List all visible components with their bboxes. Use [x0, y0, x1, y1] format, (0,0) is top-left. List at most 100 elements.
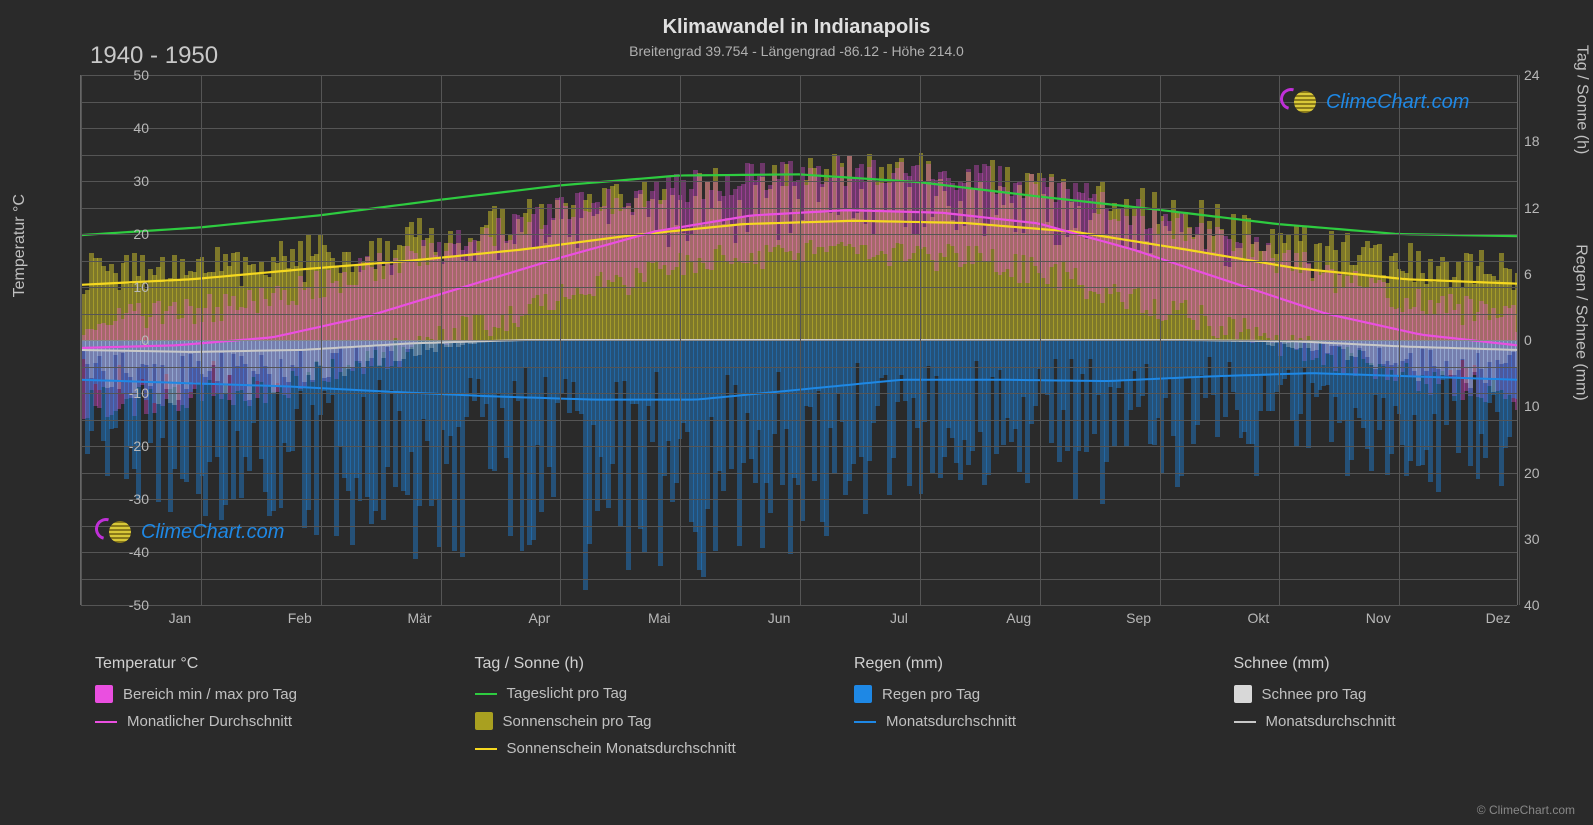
gridline-horizontal [81, 314, 1517, 315]
y-tick-right-hours: 24 [1524, 67, 1540, 83]
y-tick-right-mm: 40 [1524, 597, 1540, 613]
x-tick-month: Mai [648, 610, 671, 626]
gridline-vertical [560, 75, 561, 605]
gridline-horizontal [81, 526, 1517, 527]
legend-swatch-icon [95, 685, 113, 703]
legend-line-icon [854, 721, 876, 723]
brand-logo-icon [1280, 88, 1320, 116]
gridline-horizontal [81, 234, 1517, 235]
legend-label: Monatsdurchschnitt [1266, 713, 1396, 730]
gridline-horizontal [81, 605, 1517, 606]
legend-area: Temperatur °C Bereich min / max pro Tag Mo… [95, 655, 1553, 767]
legend-line-icon [475, 693, 497, 695]
legend-item: Monatlicher Durchschnitt [95, 713, 415, 730]
y-tick-right-mm: 10 [1524, 398, 1540, 414]
gridline-horizontal [81, 155, 1517, 156]
gridline-vertical [800, 75, 801, 605]
gridline-vertical [321, 75, 322, 605]
gridline-vertical [1279, 75, 1280, 605]
legend-heading: Schnee (mm) [1234, 655, 1554, 673]
chart-title: Klimawandel in Indianapolis [0, 16, 1593, 39]
legend-item: Monatsdurchschnitt [854, 713, 1174, 730]
y-tick-right-hours: 0 [1524, 332, 1532, 348]
y-tick-right-hours: 6 [1524, 266, 1532, 282]
gridline-horizontal [81, 473, 1517, 474]
y-axis-right-bottom-label: Regen / Schnee (mm) [1572, 244, 1590, 401]
y-tick-right-hours: 12 [1524, 200, 1540, 216]
legend-line-icon [95, 721, 117, 723]
legend-label: Tageslicht pro Tag [507, 685, 628, 702]
y-tick-left: 20 [89, 226, 149, 242]
gridline-horizontal [81, 287, 1517, 288]
brand-logo-icon [95, 518, 135, 546]
gridline-vertical [1519, 75, 1520, 605]
gridline-vertical [81, 75, 82, 605]
legend-label: Sonnenschein Monatsdurchschnitt [507, 740, 736, 757]
legend-line-icon [1234, 721, 1256, 723]
gridline-horizontal [81, 446, 1517, 447]
x-tick-month: Jun [768, 610, 791, 626]
legend-label: Sonnenschein pro Tag [503, 713, 652, 730]
x-tick-month: Okt [1248, 610, 1270, 626]
gridline-horizontal [81, 128, 1517, 129]
legend-heading: Temperatur °C [95, 655, 415, 673]
gridline-vertical [680, 75, 681, 605]
y-tick-left: -30 [89, 491, 149, 507]
gridline-horizontal [81, 208, 1517, 209]
x-tick-month: Dez [1486, 610, 1511, 626]
gridline-horizontal [81, 261, 1517, 262]
brand-watermark: ClimeChart.com [1280, 88, 1469, 116]
legend-item: Sonnenschein pro Tag [475, 712, 795, 730]
x-tick-month: Mär [408, 610, 432, 626]
y-tick-left: 0 [89, 332, 149, 348]
plot-area [80, 75, 1518, 605]
y-tick-left: -10 [89, 385, 149, 401]
y-tick-left: -40 [89, 544, 149, 560]
y-tick-left: -20 [89, 438, 149, 454]
legend-item: Regen pro Tag [854, 685, 1174, 703]
y-axis-right-top-label: Tag / Sonne (h) [1572, 45, 1590, 154]
gridline-vertical [1040, 75, 1041, 605]
legend-label: Bereich min / max pro Tag [123, 686, 297, 703]
legend-swatch-icon [854, 685, 872, 703]
legend-item: Sonnenschein Monatsdurchschnitt [475, 740, 795, 757]
y-tick-left: 40 [89, 120, 149, 136]
legend-item: Schnee pro Tag [1234, 685, 1554, 703]
gridline-horizontal [81, 393, 1517, 394]
x-tick-month: Sep [1126, 610, 1151, 626]
y-tick-left: -50 [89, 597, 149, 613]
brand-text: ClimeChart.com [1326, 91, 1469, 114]
legend-item: Monatsdurchschnitt [1234, 713, 1554, 730]
x-tick-month: Nov [1366, 610, 1391, 626]
gridline-horizontal [81, 579, 1517, 580]
legend-group: Tag / Sonne (h) Tageslicht pro Tag Sonnens… [475, 655, 795, 767]
period-label: 1940 - 1950 [90, 42, 218, 70]
y-tick-right-mm: 20 [1524, 465, 1540, 481]
gridline-horizontal [81, 75, 1517, 76]
legend-swatch-icon [1234, 685, 1252, 703]
y-tick-right-mm: 30 [1524, 531, 1540, 547]
brand-text: ClimeChart.com [141, 521, 284, 544]
legend-label: Monatlicher Durchschnitt [127, 713, 292, 730]
legend-heading: Regen (mm) [854, 655, 1174, 673]
gridline-horizontal [81, 420, 1517, 421]
legend-item: Bereich min / max pro Tag [95, 685, 415, 703]
gridline-horizontal [81, 552, 1517, 553]
copyright-text: © ClimeChart.com [1477, 803, 1575, 817]
legend-group: Schnee (mm) Schnee pro Tag Monatsdurchschn… [1234, 655, 1554, 767]
y-tick-left: 50 [89, 67, 149, 83]
legend-label: Regen pro Tag [882, 686, 980, 703]
legend-item: Tageslicht pro Tag [475, 685, 795, 702]
gridline-horizontal [81, 340, 1517, 341]
title-area: Klimawandel in Indianapolis Breitengrad … [0, 0, 1593, 59]
legend-label: Schnee pro Tag [1262, 686, 1367, 703]
x-tick-month: Feb [288, 610, 312, 626]
legend-line-icon [475, 748, 497, 750]
legend-heading: Tag / Sonne (h) [475, 655, 795, 673]
gridline-vertical [441, 75, 442, 605]
gridline-horizontal [81, 181, 1517, 182]
brand-watermark: ClimeChart.com [95, 518, 284, 546]
y-tick-right-hours: 18 [1524, 133, 1540, 149]
legend-group: Regen (mm) Regen pro Tag Monatsdurchschnit… [854, 655, 1174, 767]
x-tick-month: Apr [529, 610, 551, 626]
